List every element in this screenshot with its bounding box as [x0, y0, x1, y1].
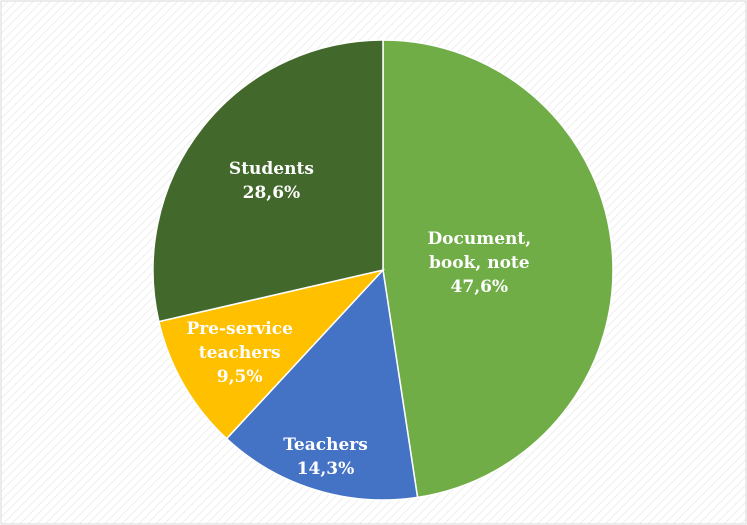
category-label: Students	[228, 159, 314, 180]
pie-slice	[157, 268, 386, 440]
data-label: Document, book, note 47,6%	[414, 227, 544, 299]
category-label: Document, book, note	[427, 228, 532, 273]
value-label: 9,5%	[216, 366, 263, 387]
slices	[152, 39, 614, 501]
category-label: Teachers	[283, 434, 368, 455]
pie-slice	[152, 39, 384, 323]
data-label: Teachers 14,3%	[283, 433, 368, 481]
pie-slice	[225, 268, 419, 501]
category-label: Pre-service teachers	[186, 318, 293, 363]
value-label: 14,3%	[296, 458, 355, 479]
data-label: Students 28,6%	[229, 157, 314, 205]
data-label: Pre-service teachers 9,5%	[175, 317, 305, 389]
value-label: 28,6%	[242, 183, 301, 204]
value-label: 47,6%	[450, 276, 509, 297]
pie-slice	[382, 39, 614, 499]
